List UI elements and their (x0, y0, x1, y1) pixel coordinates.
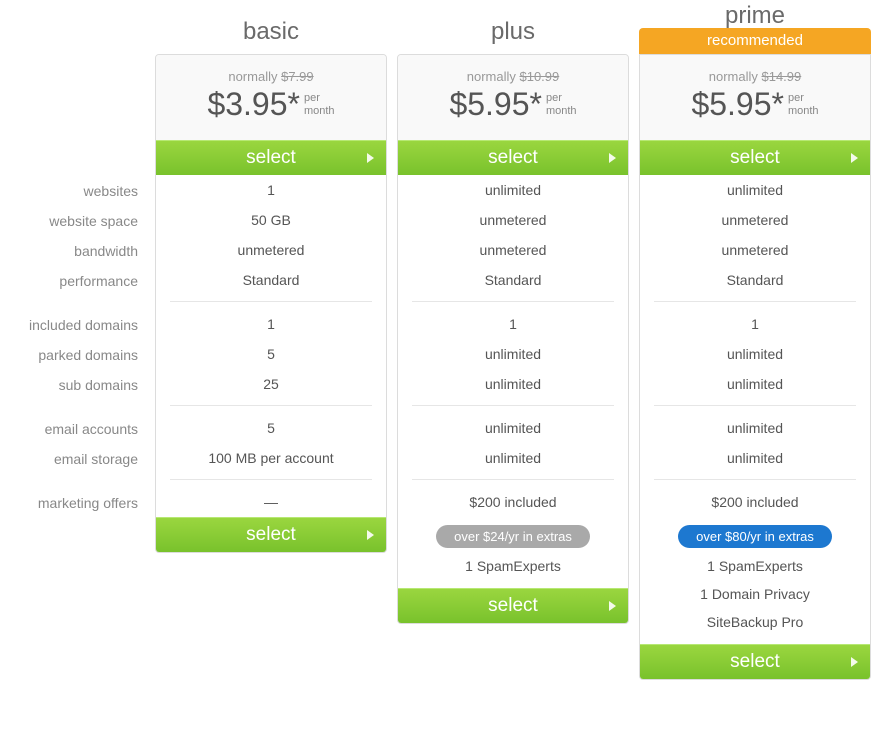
select-button-prime-bottom[interactable]: select (640, 644, 870, 679)
plan-title-plus: plus (397, 10, 629, 54)
feature-value: $200 included (398, 487, 628, 517)
plan-basic: basic normally $7.99 $3.95* per month se… (155, 10, 387, 553)
extras-pill: over $24/yr in extras (436, 525, 590, 548)
plan-card-prime: normally $14.99 $5.95* per month select … (639, 54, 871, 680)
label-marketing-offers: marketing offers (0, 488, 150, 518)
label-websites: websites (0, 176, 150, 206)
feature-value: 1 (640, 309, 870, 339)
feature-labels-column: websites website space bandwidth perform… (0, 10, 150, 518)
feature-value: Standard (398, 265, 628, 295)
feature-value: unlimited (640, 339, 870, 369)
price-line: $3.95* per month (156, 86, 386, 123)
feature-value: unlimited (398, 339, 628, 369)
feature-value: $200 included (640, 487, 870, 517)
label-parked-domains: parked domains (0, 340, 150, 370)
month-label: month (788, 105, 819, 117)
feature-value: unmetered (156, 235, 386, 265)
extra-item: 1 SpamExperts (398, 552, 628, 580)
original-price: normally $7.99 (156, 69, 386, 84)
feature-value: unmetered (640, 235, 870, 265)
per-month-label: per month (546, 92, 577, 116)
label-sub-domains: sub domains (0, 370, 150, 400)
month-label: month (546, 105, 577, 117)
label-included-domains: included domains (0, 310, 150, 340)
price-value: $5.95* (449, 86, 542, 123)
original-price-value: $7.99 (281, 69, 314, 84)
feature-value: 1 (156, 309, 386, 339)
per-label: per (546, 92, 562, 104)
feature-value: 1 (398, 309, 628, 339)
feature-value: unmetered (640, 205, 870, 235)
plan-title-prime: prime (639, 10, 871, 28)
feature-value: unlimited (640, 443, 870, 473)
label-website-space: website space (0, 206, 150, 236)
select-button-basic-top[interactable]: select (156, 140, 386, 175)
feature-value: unlimited (640, 369, 870, 399)
feature-value: unlimited (398, 443, 628, 473)
plan-prime: prime recommended normally $14.99 $5.95*… (639, 10, 871, 680)
feature-value: unlimited (398, 369, 628, 399)
select-button-plus-bottom[interactable]: select (398, 588, 628, 623)
select-button-prime-top[interactable]: select (640, 140, 870, 175)
plan-card-basic: normally $7.99 $3.95* per month select 1… (155, 54, 387, 553)
label-email-accounts: email accounts (0, 414, 150, 444)
feature-value: unlimited (398, 413, 628, 443)
price-value: $5.95* (691, 86, 784, 123)
price-line: $5.95* per month (398, 86, 628, 123)
feature-value: unlimited (398, 175, 628, 205)
feature-value: Standard (156, 265, 386, 295)
recommended-banner: recommended (639, 28, 871, 54)
pricing-table: websites website space bandwidth perform… (0, 10, 876, 680)
extra-item: 1 SpamExperts (640, 552, 870, 580)
feature-value: 5 (156, 339, 386, 369)
label-bandwidth: bandwidth (0, 236, 150, 266)
features-list: unlimited unmetered unmetered Standard 1… (398, 175, 628, 517)
price-value: $3.95* (207, 86, 300, 123)
plan-plus: plus normally $10.99 $5.95* per month se… (397, 10, 629, 624)
extra-item: 1 Domain Privacy (640, 580, 870, 608)
normally-label: normally (228, 69, 277, 84)
plan-title-basic: basic (155, 10, 387, 54)
original-price-value: $14.99 (761, 69, 801, 84)
extras-pill: over $80/yr in extras (678, 525, 832, 548)
price-line: $5.95* per month (640, 86, 870, 123)
month-label: month (304, 105, 335, 117)
per-label: per (304, 92, 320, 104)
original-price-value: $10.99 (519, 69, 559, 84)
feature-value: 25 (156, 369, 386, 399)
extra-item: SiteBackup Pro (640, 608, 870, 636)
normally-label: normally (467, 69, 516, 84)
price-block: normally $7.99 $3.95* per month (156, 55, 386, 140)
per-month-label: per month (788, 92, 819, 116)
feature-value: 100 MB per account (156, 443, 386, 473)
features-list: unlimited unmetered unmetered Standard 1… (640, 175, 870, 517)
original-price: normally $14.99 (640, 69, 870, 84)
extras-block: over $24/yr in extras 1 SpamExperts (398, 517, 628, 588)
price-block: normally $14.99 $5.95* per month (640, 55, 870, 140)
label-performance: performance (0, 266, 150, 296)
feature-value: unlimited (640, 175, 870, 205)
original-price: normally $10.99 (398, 69, 628, 84)
feature-value: unlimited (640, 413, 870, 443)
normally-label: normally (709, 69, 758, 84)
price-block: normally $10.99 $5.95* per month (398, 55, 628, 140)
label-email-storage: email storage (0, 444, 150, 474)
plan-card-plus: normally $10.99 $5.95* per month select … (397, 54, 629, 624)
feature-value: — (156, 487, 386, 517)
per-label: per (788, 92, 804, 104)
feature-value: unmetered (398, 205, 628, 235)
per-month-label: per month (304, 92, 335, 116)
feature-value: 5 (156, 413, 386, 443)
feature-value: Standard (640, 265, 870, 295)
extras-block: over $80/yr in extras 1 SpamExperts 1 Do… (640, 517, 870, 644)
feature-value: 50 GB (156, 205, 386, 235)
select-button-basic-bottom[interactable]: select (156, 517, 386, 552)
feature-value: 1 (156, 175, 386, 205)
feature-value: unmetered (398, 235, 628, 265)
features-list: 1 50 GB unmetered Standard 1 5 25 5 100 … (156, 175, 386, 517)
select-button-plus-top[interactable]: select (398, 140, 628, 175)
